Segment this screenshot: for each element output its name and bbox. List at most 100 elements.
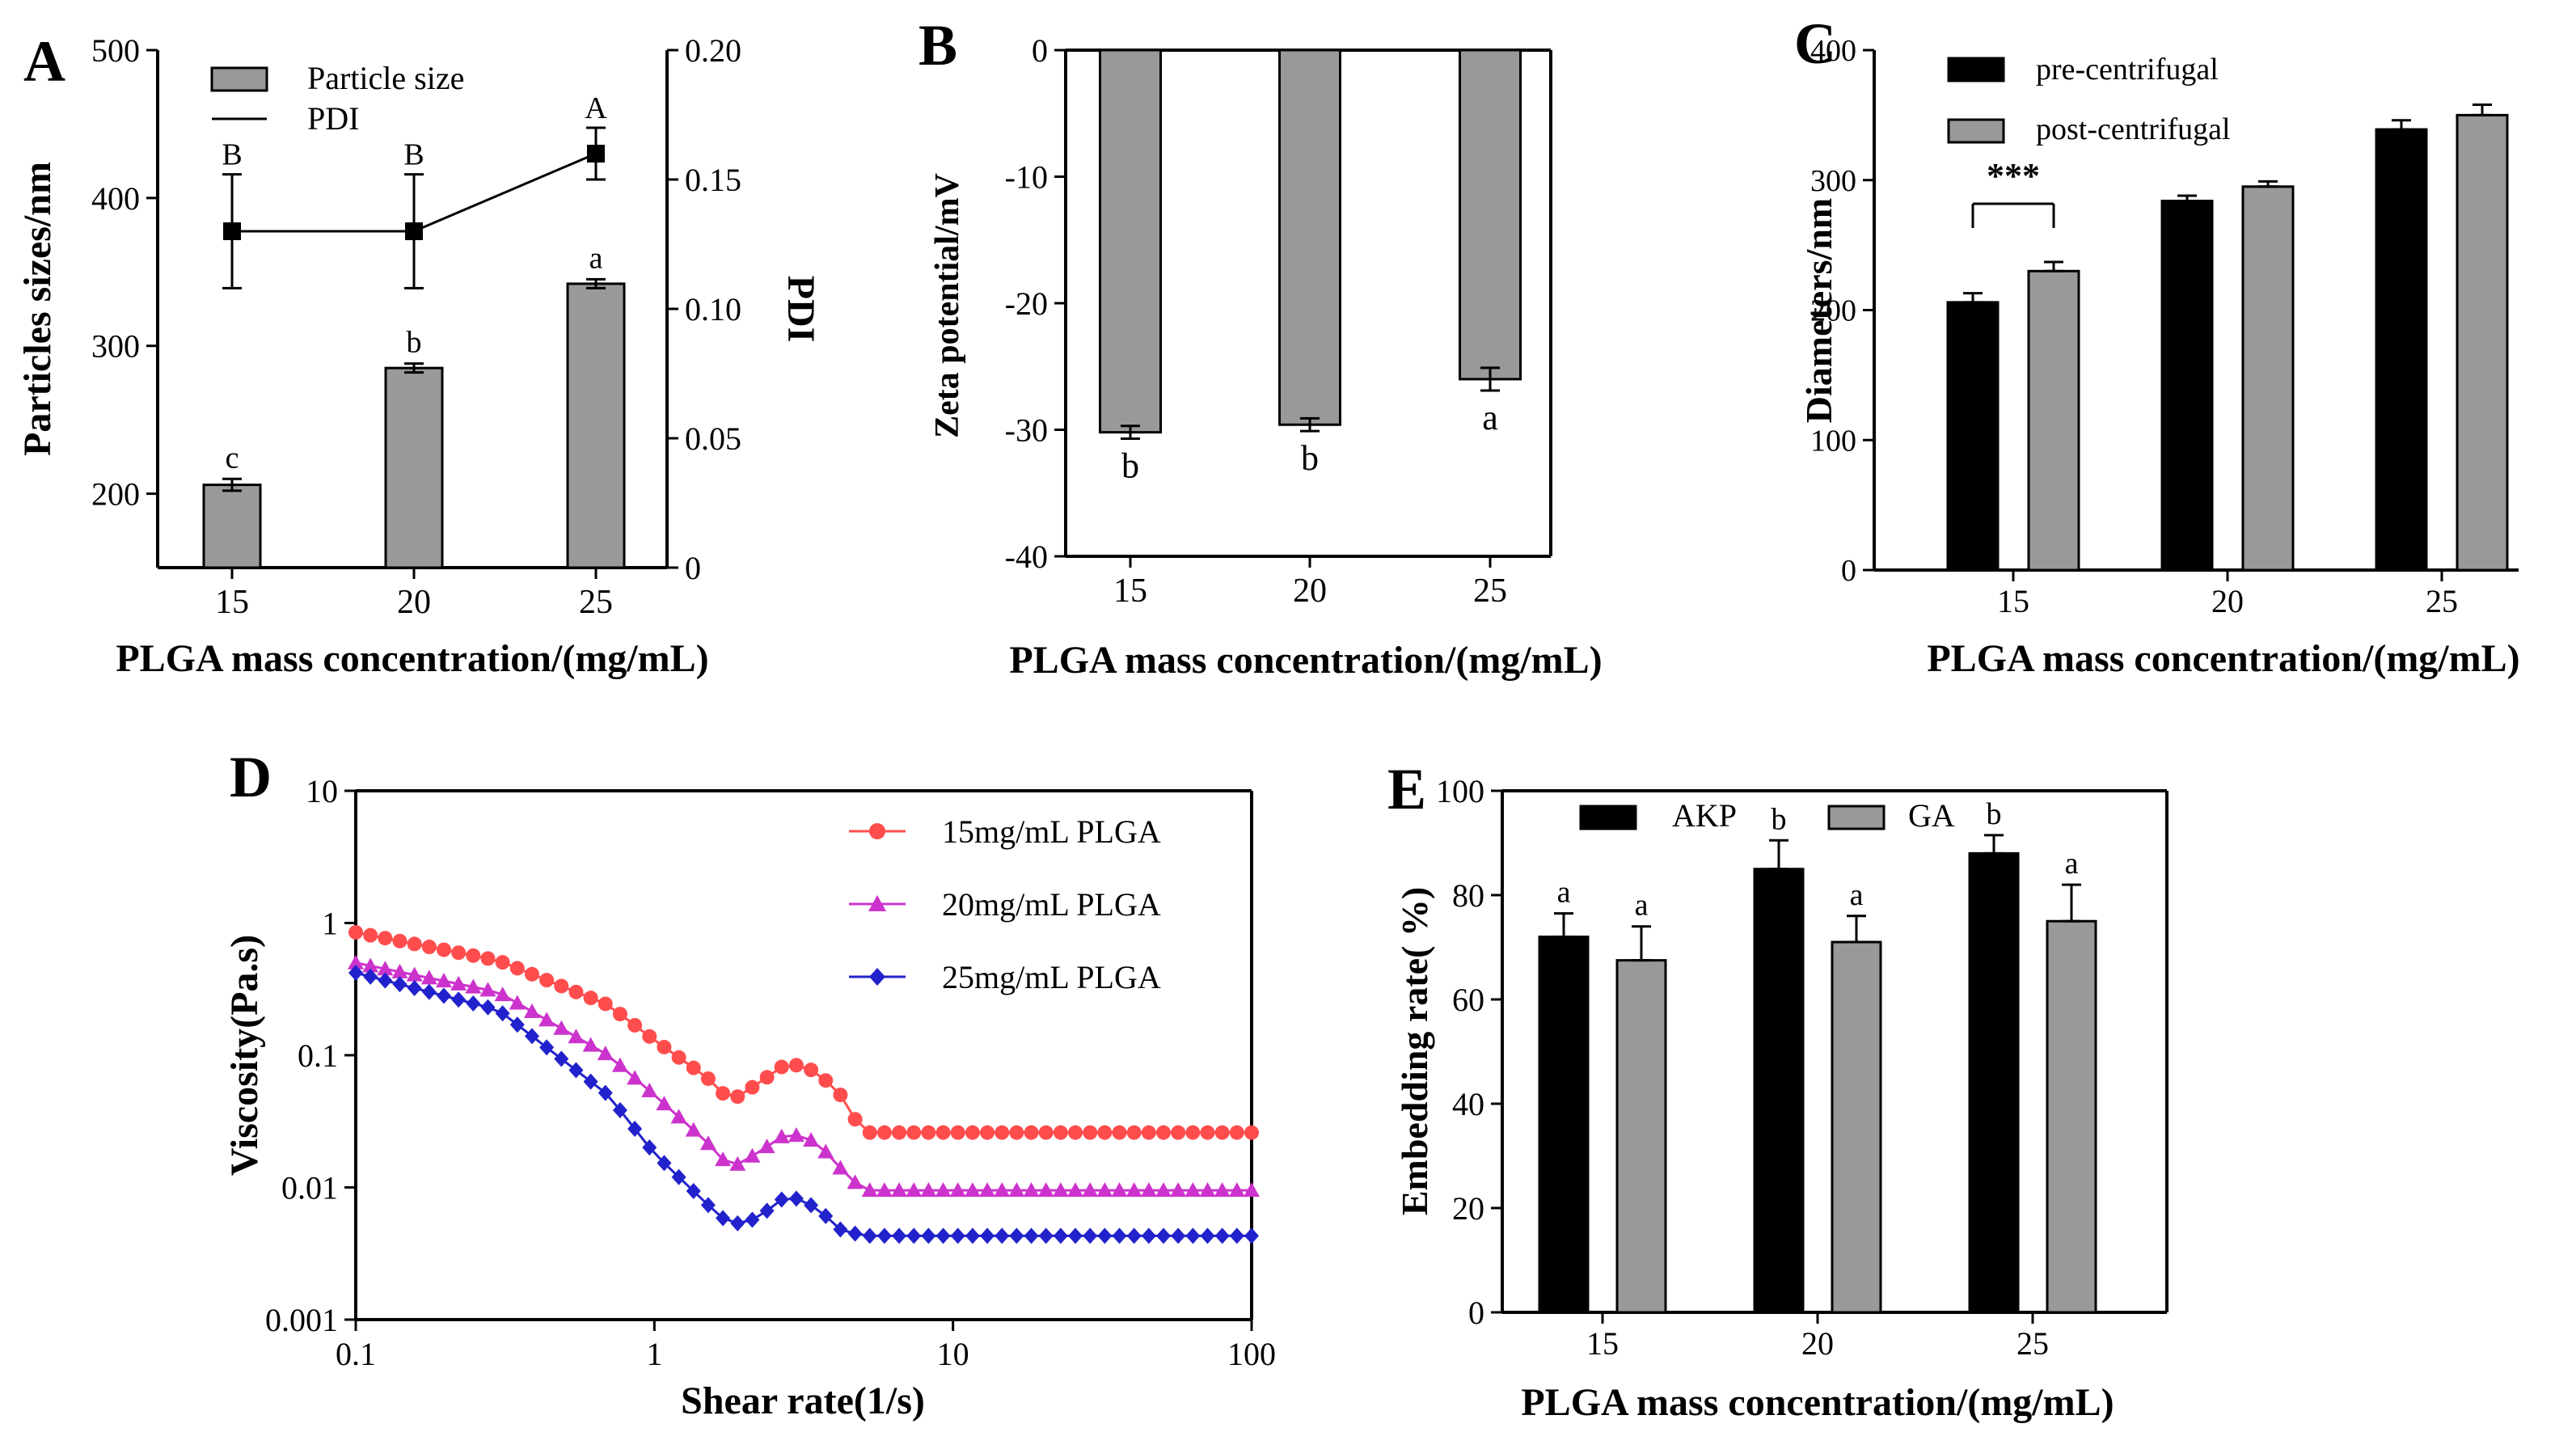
panel-a-x-tick-label: 25 bbox=[579, 584, 613, 621]
panel-d-marker bbox=[1171, 1125, 1186, 1140]
panel-d-marker bbox=[435, 973, 452, 988]
panel-e-y-tick-label: 20 bbox=[1452, 1190, 1484, 1227]
panel-a-y2-tick-label: 0.05 bbox=[685, 420, 741, 457]
panel-a-pdi-sig-label: B bbox=[403, 138, 424, 172]
panel-d-marker bbox=[451, 991, 467, 1008]
panel-b-bar bbox=[1459, 49, 1522, 381]
panel-d-marker bbox=[598, 996, 613, 1012]
panel-d-marker bbox=[451, 945, 467, 961]
panel-d-marker bbox=[1038, 1125, 1054, 1140]
panel-d-marker bbox=[598, 1084, 613, 1101]
panel-a-bar bbox=[384, 366, 444, 569]
panel-d-marker bbox=[1125, 1182, 1142, 1198]
panel-c-x-tick-label: 15 bbox=[1997, 583, 2029, 619]
panel-d-marker bbox=[1112, 1125, 1127, 1140]
panel-d-marker bbox=[1185, 1182, 1201, 1198]
panel-d-marker bbox=[642, 1029, 657, 1044]
panel-d-marker bbox=[832, 1160, 849, 1175]
panel-d-marker bbox=[1097, 1125, 1113, 1140]
panel-a-x-tick-label: 15 bbox=[215, 584, 249, 621]
panel-c-y-tick-label: 300 bbox=[1810, 164, 1856, 198]
panel-d-y-tick-label: 0.001 bbox=[265, 1302, 338, 1338]
panel-d-y-tick-label: 0.01 bbox=[281, 1170, 338, 1206]
panel-a-legend-label: Particle size bbox=[307, 60, 464, 96]
panel-d-marker bbox=[583, 1073, 598, 1090]
panel-c-y-tick-label: 100 bbox=[1810, 424, 1856, 458]
panel-d-marker bbox=[1244, 1227, 1259, 1244]
panel-d-marker bbox=[921, 1125, 936, 1140]
panel-a-x-tick-label: 20 bbox=[397, 584, 431, 621]
panel-d-marker bbox=[862, 1125, 877, 1140]
panel-d-marker bbox=[1141, 1125, 1156, 1140]
panel-d-marker bbox=[1053, 1227, 1068, 1244]
panel-e-sig-label: a bbox=[2065, 847, 2079, 881]
panel-d-marker bbox=[377, 961, 394, 976]
panel-d-marker bbox=[685, 1122, 702, 1137]
panel-d-marker bbox=[1156, 1125, 1172, 1140]
panel-d-marker bbox=[509, 1016, 525, 1033]
panel-e-bar bbox=[1615, 959, 1667, 1314]
panel-d-marker bbox=[523, 1003, 540, 1018]
panel-d-marker bbox=[700, 1197, 716, 1214]
panel-e-y-tick-label: 0 bbox=[1468, 1295, 1484, 1331]
panel-d-x-title: Shear rate(1/s) bbox=[681, 1379, 925, 1422]
panel-d-marker bbox=[892, 1227, 907, 1244]
panel-a-bar-sig-label: a bbox=[589, 241, 603, 275]
panel-d-marker bbox=[1200, 1227, 1215, 1244]
panel-d-marker bbox=[803, 1132, 820, 1147]
panel-d-marker bbox=[348, 925, 363, 940]
panel-d-marker bbox=[657, 1155, 672, 1172]
panel-d-y-tick-label: 0.1 bbox=[298, 1037, 338, 1074]
panel-d-marker bbox=[494, 986, 511, 1002]
panel-d-marker bbox=[1024, 1227, 1039, 1244]
panel-d-marker bbox=[1229, 1227, 1244, 1244]
panel-e-letter: E bbox=[1387, 757, 1426, 822]
panel-d-marker bbox=[847, 1225, 863, 1242]
panel-d-marker bbox=[612, 1102, 627, 1119]
panel-d-marker bbox=[656, 1096, 673, 1111]
panel-c-bar bbox=[2375, 128, 2428, 572]
panel-d-marker bbox=[1229, 1125, 1244, 1140]
panel-d-marker bbox=[861, 1182, 878, 1198]
panel-d-marker bbox=[421, 983, 437, 1000]
panel-d-marker bbox=[348, 954, 364, 970]
panel-d-marker bbox=[686, 1183, 701, 1200]
panel-d-marker bbox=[1096, 1182, 1113, 1198]
panel-c-legend-swatch-pre bbox=[1947, 57, 2005, 82]
panel-d-marker bbox=[362, 957, 379, 973]
panel-d-marker bbox=[480, 951, 496, 966]
panel-b-x-tick-label: 20 bbox=[1293, 572, 1327, 610]
panel-d-marker bbox=[1112, 1227, 1127, 1244]
panel-d-marker bbox=[1214, 1227, 1230, 1244]
panel-d-marker bbox=[568, 1062, 584, 1079]
panel-d-marker bbox=[1214, 1125, 1230, 1140]
panel-a-bar bbox=[566, 282, 626, 569]
panel-c-y-title: Diameters/nm bbox=[1798, 198, 1839, 423]
panel-b-y-title: Zeta potential/mV bbox=[929, 173, 966, 438]
panel-d-marker bbox=[1053, 1125, 1068, 1140]
panel-a-y-tick-label: 400 bbox=[91, 180, 140, 217]
panel-a-legend-swatch-bar bbox=[210, 66, 268, 92]
panel-d-marker bbox=[1244, 1182, 1260, 1198]
panel-d-marker bbox=[1126, 1125, 1142, 1140]
panel-b-x-tick-label: 25 bbox=[1473, 572, 1507, 610]
panel-b-sig-label: b bbox=[1301, 438, 1319, 478]
panel-d-marker bbox=[774, 1059, 789, 1075]
panel-a-bar bbox=[202, 484, 262, 569]
panel-d-y-tick-label: 10 bbox=[306, 773, 338, 809]
panel-e-sig-label: a bbox=[1557, 876, 1571, 910]
panel-d-marker bbox=[935, 1227, 951, 1244]
panel-d-marker bbox=[715, 1151, 732, 1167]
panel-d-marker bbox=[553, 1020, 570, 1035]
panel-d-marker bbox=[392, 976, 408, 993]
panel-d-marker bbox=[627, 1070, 644, 1085]
panel-b-letter: B bbox=[918, 13, 957, 78]
panel-d-marker bbox=[539, 1039, 555, 1056]
panel-b-y-tick-label: -20 bbox=[1005, 285, 1048, 322]
panel-d-marker bbox=[1068, 1227, 1083, 1244]
panel-d-marker bbox=[1009, 1125, 1024, 1140]
panel-c-bar bbox=[1946, 301, 2000, 572]
panel-a-bar-sig-label: c bbox=[226, 441, 239, 475]
panel-d-y-title: Viscosity(Pa.s) bbox=[223, 935, 266, 1176]
panel-d-marker bbox=[554, 1050, 569, 1067]
